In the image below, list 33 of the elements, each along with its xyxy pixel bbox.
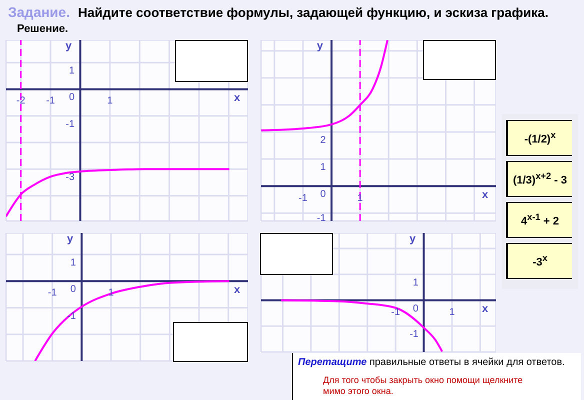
y-axis-title: y <box>316 40 323 52</box>
text: Задание. <box>8 4 70 20</box>
y-axis-title: y <box>66 40 72 52</box>
y-tick-label: 0 <box>70 284 76 296</box>
y-tick-label: 2 <box>320 134 326 146</box>
text: Перетащите правильные ответы в ячейки для ответов. <box>298 357 565 368</box>
text: Найдите соответствие формулы, задающей функцию, и эскиза графика. <box>78 5 548 20</box>
text: (1/3)$^{x+2}$ - 3 <box>512 171 568 187</box>
y-tick-label: -1 <box>316 213 326 224</box>
y-tick-label: -1 <box>410 329 419 340</box>
y-tick-label: 1 <box>70 258 76 269</box>
x-tick-label: -2 <box>16 96 26 107</box>
x-tick-label: -1 <box>46 96 56 107</box>
x-axis-title: x <box>234 284 240 296</box>
x-axis-title: x <box>482 302 488 315</box>
x-tick-label: 1 <box>107 96 114 107</box>
y-tick-label: 1 <box>68 66 75 77</box>
text: Для того чтобы закрыть окно помощи щелкните мимо этого окна. <box>323 375 523 397</box>
text: -3$^{x}$ <box>532 253 548 269</box>
text: 4$^{x-1}$ + 2 <box>520 212 559 228</box>
text: -(1/2)$^{x}$ <box>524 130 556 146</box>
y-axis-title: y <box>409 233 416 245</box>
x-axis-title: x <box>234 92 240 104</box>
y-tick-label: -1 <box>66 118 75 130</box>
x-axis-title: x <box>482 188 488 201</box>
y-axis-title: y <box>66 233 74 245</box>
y-tick-label: 0 <box>412 303 419 314</box>
y-tick-label: -3 <box>66 172 75 184</box>
y-tick-label: 0 <box>320 189 326 200</box>
y-tick-label: 1 <box>320 162 326 174</box>
text: Решение. <box>17 23 68 35</box>
y-tick-label: 0 <box>68 92 75 104</box>
y-tick-label: 1 <box>412 277 419 288</box>
